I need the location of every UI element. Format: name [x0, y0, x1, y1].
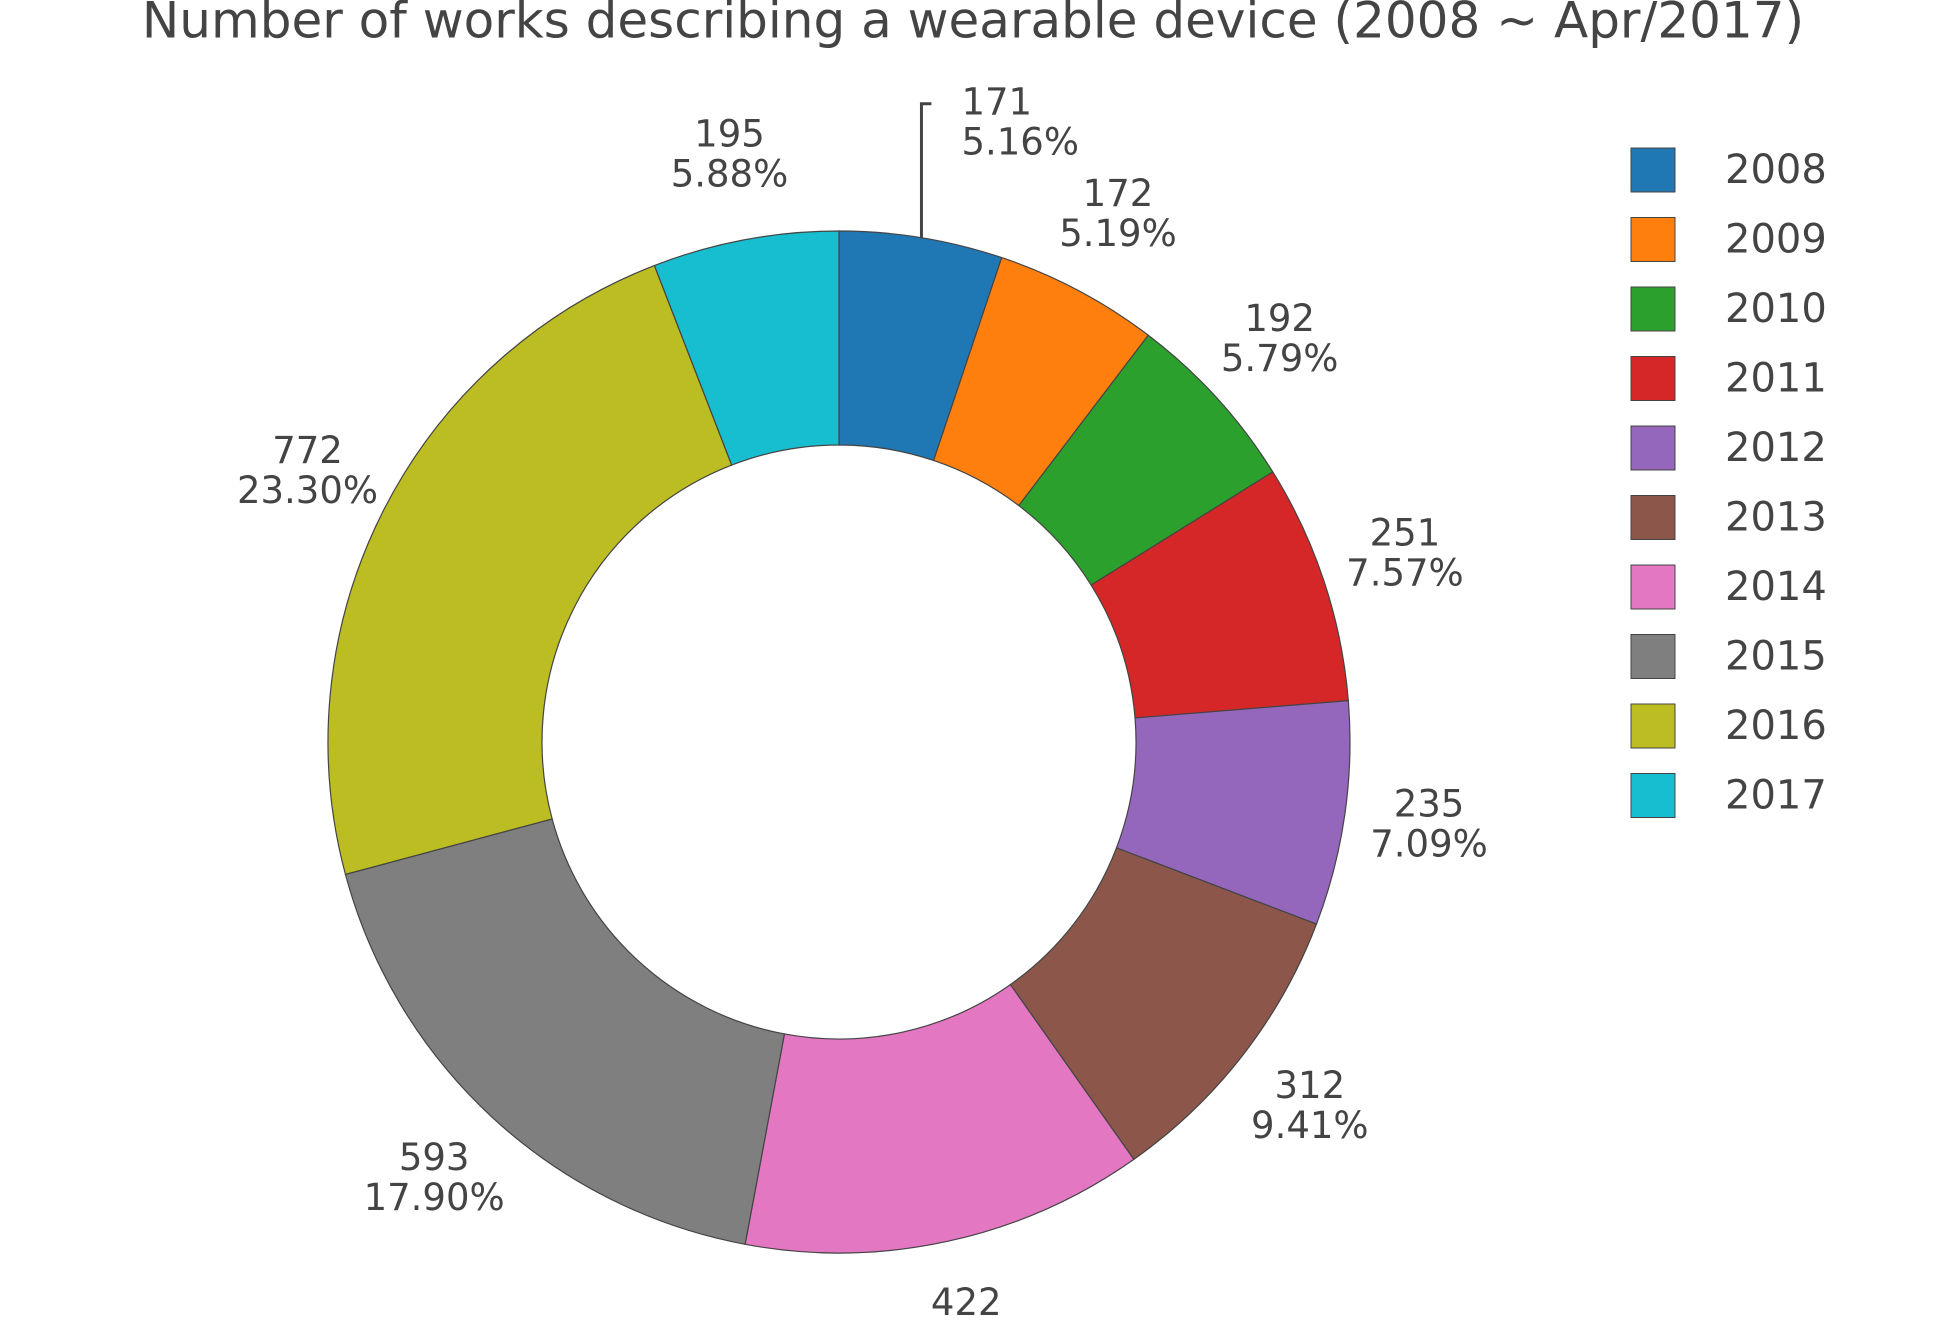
legend-label: 2009	[1725, 217, 1827, 263]
legend-label: 2014	[1725, 564, 1827, 610]
leader-line	[919, 102, 932, 238]
legend-swatch	[1630, 703, 1676, 749]
donut-slice	[653, 230, 840, 466]
percent-label: 23.30%	[237, 469, 378, 512]
legend-swatch	[1630, 634, 1676, 679]
legend-label: 2012	[1725, 425, 1827, 471]
donut-slice	[744, 983, 1135, 1254]
donut-slice	[327, 264, 733, 876]
legend-swatch	[1630, 286, 1676, 332]
legend-label: 2011	[1725, 356, 1827, 402]
legend-swatch	[1630, 564, 1676, 610]
value-label: 422	[931, 1281, 1002, 1324]
legend-swatch	[1630, 356, 1676, 401]
value-label: 235	[1394, 783, 1465, 826]
value-label: 312	[1274, 1064, 1345, 1107]
legend-label: 2015	[1725, 634, 1827, 680]
percent-label: 5.88%	[671, 153, 789, 196]
legend-label: 2008	[1725, 147, 1827, 193]
value-label: 172	[1083, 172, 1154, 215]
percent-label: 17.90%	[364, 1176, 505, 1219]
value-label: 593	[399, 1136, 470, 1179]
donut-slice	[344, 818, 786, 1246]
percent-label: 5.16%	[961, 120, 1079, 163]
percent-label: 7.09%	[1370, 823, 1488, 866]
percent-label: 5.79%	[1221, 337, 1339, 380]
percent-label: 7.57%	[1346, 552, 1464, 595]
legend-swatch	[1630, 425, 1676, 471]
legend-label: 2016	[1725, 703, 1827, 749]
chart-title: Number of works describing a wearable de…	[142, 0, 1804, 50]
value-label: 195	[694, 113, 765, 156]
percent-label: 12.70%	[896, 1321, 1037, 1326]
legend-swatch	[1630, 495, 1676, 540]
percent-label: 5.19%	[1059, 212, 1177, 255]
value-label: 251	[1370, 512, 1441, 555]
legend-swatch	[1630, 147, 1676, 193]
value-label: 192	[1244, 297, 1315, 340]
legend-label: 2010	[1725, 286, 1827, 332]
value-label: 171	[961, 80, 1032, 123]
legend-swatch	[1630, 217, 1676, 262]
percent-label: 9.41%	[1251, 1104, 1369, 1147]
value-label: 772	[272, 429, 343, 472]
legend-label: 2017	[1725, 773, 1827, 819]
legend-label: 2013	[1725, 495, 1827, 541]
legend-swatch	[1630, 773, 1676, 818]
